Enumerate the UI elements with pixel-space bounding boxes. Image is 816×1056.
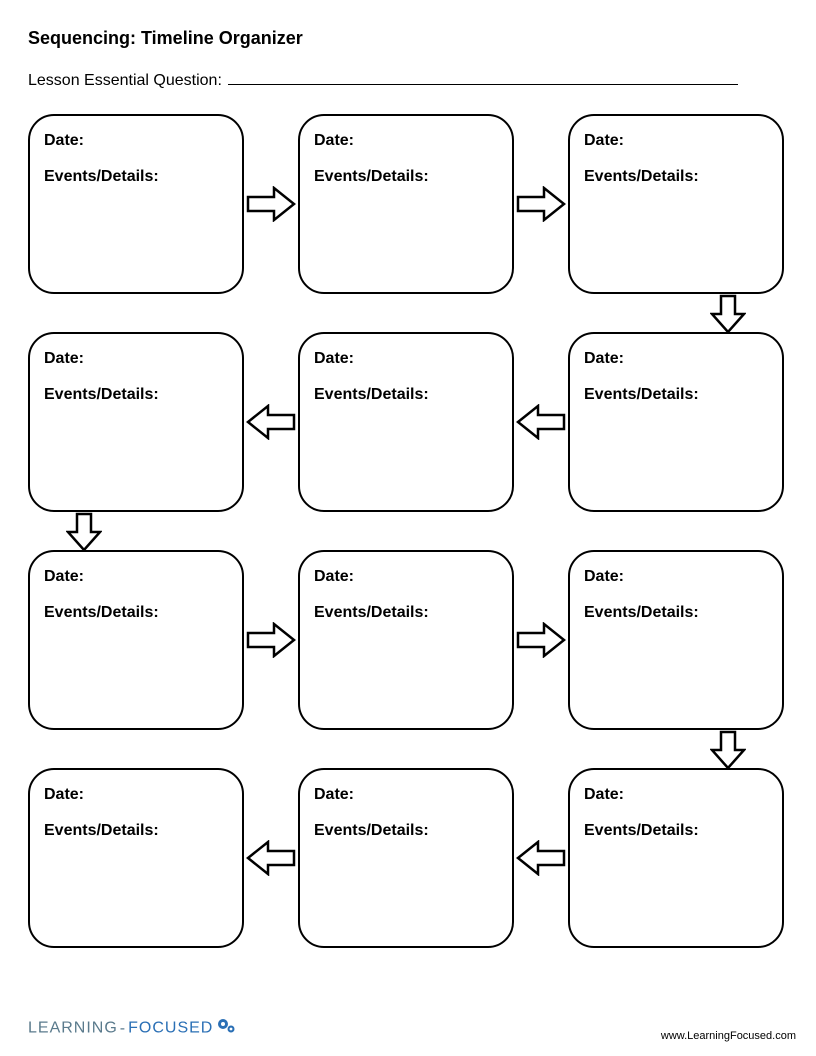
timeline-box[interactable]: Date: Events/Details: [298,768,514,948]
date-label: Date: [584,568,768,586]
details-label: Events/Details: [584,386,768,404]
arrow-down-icon [710,730,746,770]
details-label: Events/Details: [314,168,498,186]
arrow-left-icon [516,404,566,440]
timeline-box[interactable]: Date: Events/Details: [298,114,514,294]
date-label: Date: [44,132,228,150]
arrow-right-icon [516,622,566,658]
timeline-box[interactable]: Date: Events/Details: [568,768,784,948]
arrow-left-icon [516,840,566,876]
date-label: Date: [314,132,498,150]
timeline-grid: Date: Events/Details: Date: Events/Detai… [28,114,788,954]
timeline-box[interactable]: Date: Events/Details: [568,332,784,512]
arrow-right-icon [516,186,566,222]
details-label: Events/Details: [44,386,228,404]
date-label: Date: [584,786,768,804]
details-label: Events/Details: [584,168,768,186]
date-label: Date: [44,568,228,586]
details-label: Events/Details: [44,822,228,840]
timeline-box[interactable]: Date: Events/Details: [28,550,244,730]
details-label: Events/Details: [584,822,768,840]
arrow-down-icon [66,512,102,552]
date-label: Date: [584,132,768,150]
timeline-box[interactable]: Date: Events/Details: [28,768,244,948]
timeline-box[interactable]: Date: Events/Details: [298,332,514,512]
question-blank-line[interactable] [228,67,738,85]
timeline-box[interactable]: Date: Events/Details: [568,114,784,294]
logo-part1: LEARNING [28,1020,118,1037]
date-label: Date: [44,350,228,368]
date-label: Date: [314,350,498,368]
question-label: Lesson Essential Question: [28,72,222,90]
timeline-box[interactable]: Date: Events/Details: [28,114,244,294]
logo: LEARNING-FOCUSED [28,1015,237,1042]
details-label: Events/Details: [314,822,498,840]
page-title: Sequencing: Timeline Organizer [28,28,788,49]
timeline-box[interactable]: Date: Events/Details: [568,550,784,730]
question-row: Lesson Essential Question: [28,67,788,90]
arrow-right-icon [246,186,296,222]
arrow-down-icon [710,294,746,334]
details-label: Events/Details: [314,604,498,622]
details-label: Events/Details: [44,168,228,186]
footer-url: www.LearningFocused.com [661,1030,796,1042]
date-label: Date: [584,350,768,368]
date-label: Date: [314,568,498,586]
details-label: Events/Details: [584,604,768,622]
arrow-right-icon [246,622,296,658]
date-label: Date: [314,786,498,804]
arrow-left-icon [246,404,296,440]
arrow-left-icon [246,840,296,876]
date-label: Date: [44,786,228,804]
timeline-box[interactable]: Date: Events/Details: [298,550,514,730]
gear-icon [215,1015,237,1042]
logo-part2: FOCUSED [128,1020,213,1037]
details-label: Events/Details: [314,386,498,404]
timeline-box[interactable]: Date: Events/Details: [28,332,244,512]
details-label: Events/Details: [44,604,228,622]
footer: LEARNING-FOCUSED www.LearningFocused.com [28,1015,796,1042]
